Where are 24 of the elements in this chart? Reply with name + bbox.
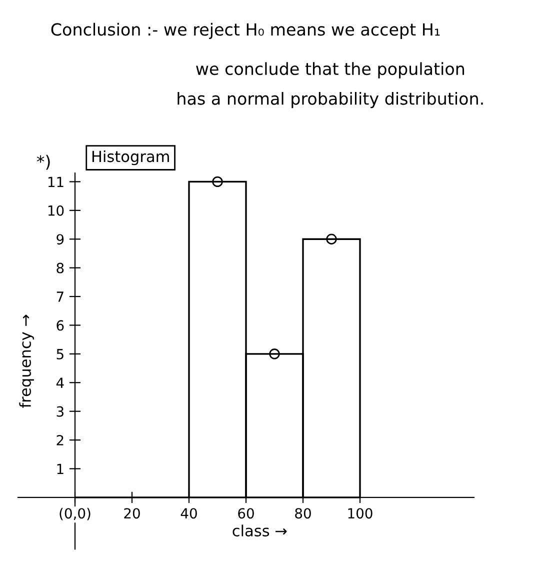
x-axis-title: class → xyxy=(232,524,287,536)
y-tick-label: 4 xyxy=(56,378,64,388)
x-tick-label: 40 xyxy=(180,508,197,519)
y-tick-label: 8 xyxy=(56,262,64,274)
y-tick-label: 10 xyxy=(48,205,64,216)
text: *) xyxy=(36,154,50,170)
text: Conclusion :- we reject H₀ means we accept H₁ xyxy=(51,22,440,39)
y-axis-title: frequency → xyxy=(19,314,34,408)
x-tick-label: 80 xyxy=(295,508,311,519)
x-tick-label: 60 xyxy=(238,508,254,519)
y-tick-label: 9 xyxy=(56,234,64,245)
x-tick-label: (0,0) xyxy=(60,508,90,520)
y-tick-label: 1 xyxy=(57,464,64,474)
y-tick-label: 11 xyxy=(48,176,64,187)
y-tick-label: 3 xyxy=(56,406,64,417)
chart-title: Histogram xyxy=(92,150,169,166)
x-tick-label: 100 xyxy=(348,508,372,519)
x-tick-label: 20 xyxy=(124,508,140,519)
y-tick-label: 6 xyxy=(56,320,64,331)
text: we conclude that the population xyxy=(196,62,464,78)
y-tick-label: 2 xyxy=(56,434,64,446)
y-tick-label: 7 xyxy=(56,292,64,302)
y-tick-label: 5 xyxy=(56,349,64,360)
text: has a normal probability distribution. xyxy=(178,92,483,108)
